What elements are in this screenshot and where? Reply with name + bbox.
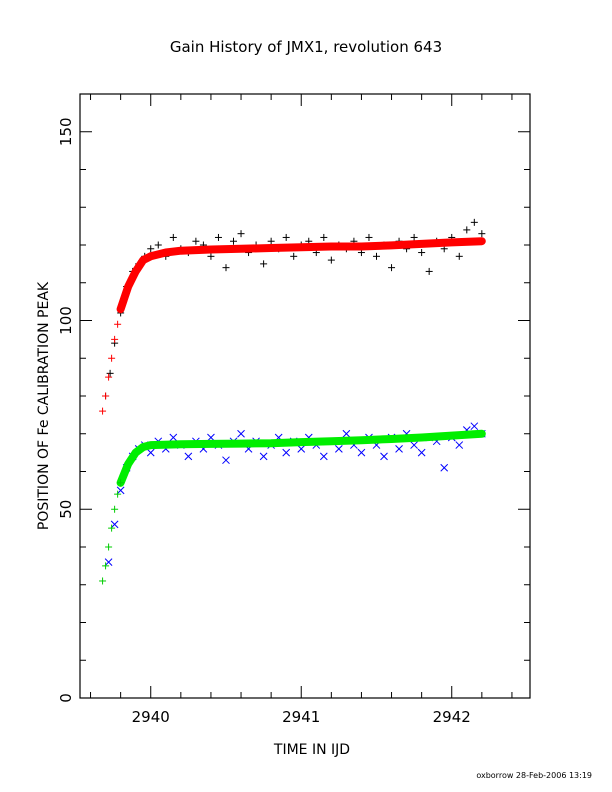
plus-point	[410, 233, 418, 241]
plus-point	[478, 230, 486, 238]
x-tick-label: 2941	[282, 708, 320, 726]
plus-point	[111, 505, 119, 513]
plus-point	[260, 260, 268, 268]
plus-point	[117, 305, 125, 313]
plus-point	[282, 233, 290, 241]
plus-point	[114, 490, 122, 498]
plus-point	[470, 218, 478, 226]
plus-point	[463, 226, 471, 234]
plus-point	[105, 373, 113, 381]
cross-point	[222, 456, 230, 465]
plus-point	[117, 479, 125, 487]
chart-title: Gain History of JMX1, revolution 643	[170, 38, 442, 56]
cross-point	[335, 444, 343, 453]
fit-curve	[116, 237, 486, 314]
cross-point	[342, 429, 351, 438]
plus-point	[290, 252, 298, 260]
plus-point	[192, 237, 200, 245]
fit-curve	[116, 429, 486, 487]
y-tick-label: 150	[57, 117, 75, 146]
plus-point	[207, 252, 215, 260]
plot-frame	[79, 93, 531, 699]
plus-point	[214, 233, 222, 241]
y-tick-label: 100	[57, 306, 75, 335]
plus-point	[320, 233, 328, 241]
y-tick-label: 50	[57, 500, 75, 519]
plus-point	[327, 256, 335, 264]
plus-point	[106, 369, 114, 377]
x-tick-label: 2940	[132, 708, 170, 726]
cross-point	[169, 433, 178, 442]
cross-point	[184, 452, 193, 461]
cross-point	[110, 520, 119, 529]
plus-point	[388, 264, 396, 272]
cross-point	[116, 486, 125, 495]
cross-point	[282, 448, 291, 457]
cross-point	[297, 444, 306, 453]
plus-point	[267, 237, 275, 245]
cross-point	[455, 441, 464, 449]
plus-point	[105, 543, 113, 551]
plus-point	[99, 577, 107, 585]
plus-point	[425, 267, 433, 275]
plus-point	[455, 252, 463, 260]
cross-point	[395, 444, 403, 453]
plus-point	[237, 230, 245, 238]
cross-point	[410, 441, 418, 449]
plus-point	[147, 245, 155, 253]
plus-point	[108, 354, 116, 362]
cross-point	[470, 422, 479, 431]
cross-point	[440, 463, 449, 472]
plus-point	[154, 241, 162, 249]
footer-credit: oxborrow 28-Feb-2006 13:19	[476, 771, 592, 780]
plus-point	[114, 320, 122, 328]
plus-point	[418, 249, 426, 257]
x-tick-label: 2942	[433, 708, 471, 726]
cross-point	[146, 448, 155, 457]
plus-point	[372, 252, 380, 260]
plus-point	[111, 335, 119, 343]
y-tick-label: 0	[57, 693, 75, 703]
plus-point	[99, 407, 107, 415]
data-marks	[99, 218, 486, 585]
cross-point	[357, 448, 366, 457]
axis-ticks: 0 50 100 150 2940 2941 2942	[57, 93, 530, 726]
cross-point	[104, 558, 113, 566]
x-axis-label: TIME IN IJD	[273, 742, 350, 758]
cross-point	[319, 452, 328, 461]
cross-point	[380, 452, 388, 461]
y-axis-label: POSITION OF Fe CALIBRATION PEAK	[36, 281, 52, 530]
cross-point	[207, 433, 215, 442]
plus-point	[365, 233, 373, 241]
plus-point	[108, 524, 116, 532]
plus-point	[102, 392, 110, 400]
plus-point	[222, 264, 230, 272]
plus-point	[169, 233, 177, 241]
cross-point	[417, 448, 426, 457]
plus-point	[102, 562, 110, 570]
plus-point	[230, 237, 238, 245]
cross-point	[259, 452, 268, 461]
cross-point	[237, 429, 245, 438]
